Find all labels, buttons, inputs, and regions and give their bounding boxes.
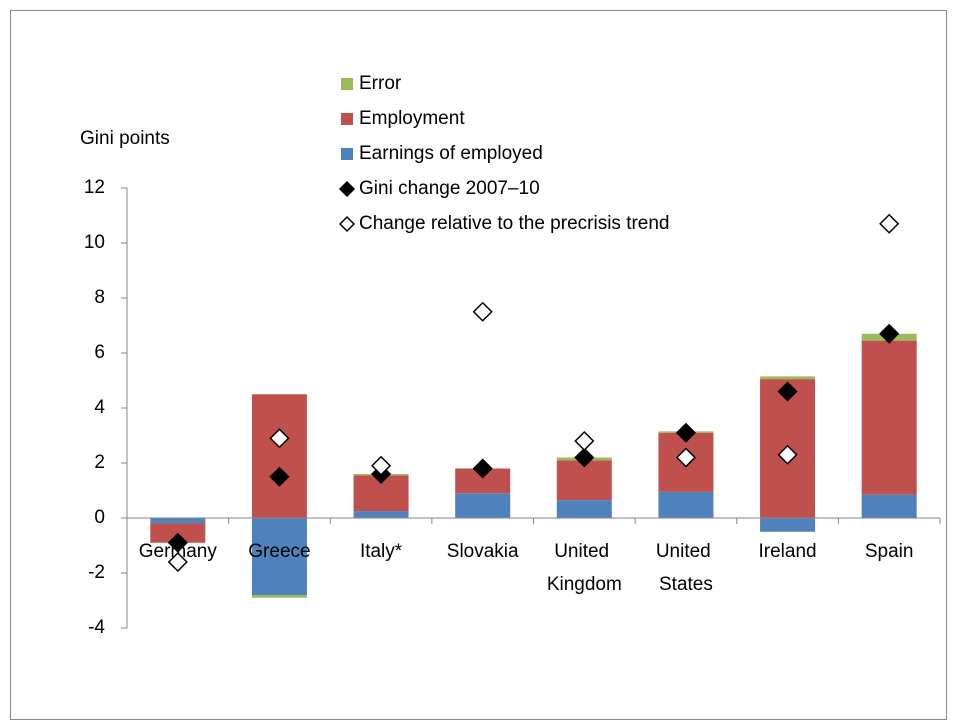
legend-label: Error bbox=[359, 73, 402, 94]
marker bbox=[777, 444, 798, 465]
y-axis-label: Gini points bbox=[80, 128, 170, 149]
y-tick-label: 0 bbox=[94, 507, 105, 528]
bar bbox=[556, 500, 612, 518]
bar bbox=[251, 595, 307, 598]
y-tick-label: 8 bbox=[94, 287, 105, 308]
marker bbox=[167, 551, 188, 573]
x-tick-label: Slovakia bbox=[447, 541, 519, 562]
legend-swatch bbox=[341, 113, 353, 125]
marker bbox=[472, 458, 493, 479]
bar bbox=[353, 511, 409, 518]
marker bbox=[675, 422, 696, 443]
x-tick-label: Italy* bbox=[360, 541, 403, 562]
legend-swatch bbox=[338, 215, 356, 233]
marker bbox=[472, 301, 493, 322]
bar bbox=[760, 518, 816, 532]
x-tick-label: United Kingdom bbox=[547, 541, 622, 595]
marker bbox=[269, 466, 290, 487]
x-tick-label: Spain bbox=[865, 541, 914, 562]
bar bbox=[251, 518, 307, 595]
marker bbox=[879, 323, 900, 344]
legend-swatch bbox=[341, 148, 353, 160]
bar bbox=[658, 491, 714, 518]
marker bbox=[167, 532, 188, 553]
marker bbox=[269, 428, 290, 449]
marker bbox=[574, 447, 595, 468]
x-tick-label: United States bbox=[656, 541, 716, 595]
y-tick-label: 12 bbox=[84, 177, 105, 198]
y-tick-label: 10 bbox=[84, 232, 105, 253]
marker bbox=[371, 455, 392, 476]
bar bbox=[760, 376, 816, 380]
chart-border bbox=[10, 10, 947, 720]
y-tick-label: 2 bbox=[94, 452, 105, 473]
legend-label: Change relative to the precrisis trend bbox=[359, 213, 670, 234]
legend-label: Earnings of employed bbox=[359, 143, 543, 164]
bar bbox=[150, 518, 206, 524]
bar bbox=[455, 493, 511, 518]
y-tick-label: -2 bbox=[88, 562, 105, 583]
marker bbox=[777, 381, 798, 402]
legend-label: Gini change 2007–10 bbox=[359, 178, 540, 199]
marker bbox=[879, 213, 900, 234]
x-tick-label: Ireland bbox=[759, 541, 817, 562]
x-tick-label: Greece bbox=[248, 541, 310, 562]
bar bbox=[251, 394, 307, 518]
legend-swatch bbox=[338, 180, 356, 198]
legend-label: Employment bbox=[359, 108, 465, 129]
bar bbox=[861, 494, 917, 518]
marker bbox=[574, 430, 595, 452]
legend-swatch bbox=[341, 78, 353, 90]
y-tick-label: -4 bbox=[88, 617, 105, 638]
bar bbox=[861, 340, 917, 495]
y-tick-label: 4 bbox=[94, 397, 105, 418]
marker bbox=[675, 447, 696, 468]
y-tick-label: 6 bbox=[94, 342, 105, 363]
